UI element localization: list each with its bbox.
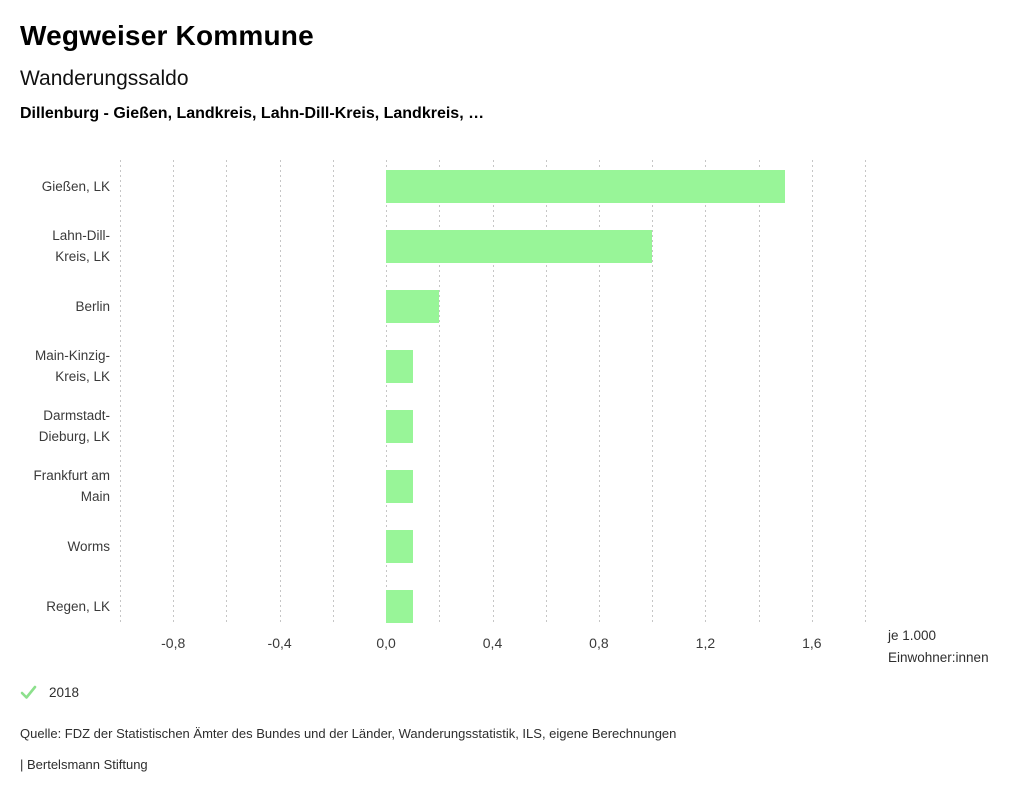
bar-gießen-lk[interactable]	[386, 169, 786, 203]
gridline	[226, 160, 228, 625]
source-text: Quelle: FDZ der Statistischen Ämter des …	[20, 726, 677, 741]
gridline	[120, 160, 121, 625]
y-axis-label: Frankfurt am Main	[33, 468, 110, 504]
plot-area	[120, 160, 866, 625]
x-tick-label: 0,0	[376, 635, 396, 651]
y-axis-label: Gießen, LK	[41, 178, 110, 194]
check-icon	[20, 685, 37, 699]
app-title: Wegweiser Kommune	[20, 20, 314, 51]
bar-regen-lk[interactable]	[386, 589, 413, 623]
x-tick-label: 1,2	[695, 635, 716, 651]
bar-lahn-dill-kreis-lk[interactable]	[386, 229, 653, 263]
x-tick-label: 0,4	[482, 635, 503, 651]
y-axis-label: Main-Kinzig- Kreis, LK	[34, 348, 110, 384]
bar-berlin[interactable]	[386, 289, 440, 323]
legend-year-2018[interactable]: 2018	[20, 685, 79, 700]
brand-text: | Bertelsmann Stiftung	[20, 757, 148, 772]
y-axis-label: Lahn-Dill- Kreis, LK	[52, 228, 110, 264]
bar-frankfurt-am-main[interactable]	[386, 469, 413, 503]
x-tick-label: 0,8	[589, 635, 609, 651]
gridline	[865, 160, 866, 625]
legend-year-label: 2018	[49, 685, 80, 700]
bar-darmstadt-dieburg-lk[interactable]	[386, 409, 413, 443]
comparison-subtitle: Dillenburg - Gießen, Landkreis, Lahn-Dil…	[20, 105, 485, 122]
gridline	[173, 160, 175, 625]
gridline	[811, 160, 813, 625]
page-title: Wanderungssaldo	[20, 67, 189, 90]
axis-unit-line-1: je 1.000	[888, 628, 937, 643]
y-axis-label: Darmstadt- Dieburg, LK	[38, 408, 110, 444]
axis-unit-line-2: Einwohner:innen	[888, 649, 989, 665]
gridline	[279, 160, 281, 625]
x-tick-label: -0,4	[267, 635, 292, 651]
axis-unit-label: je 1.000 Einwohner:innen	[888, 625, 989, 668]
x-tick-label: -0,8	[161, 635, 186, 651]
gridline	[705, 160, 707, 625]
y-axis-label: Berlin	[75, 298, 110, 314]
x-tick-label: 1,6	[802, 635, 822, 651]
y-axis-label: Regen, LK	[46, 598, 110, 614]
gridline	[758, 160, 760, 625]
gridline	[332, 160, 334, 625]
bar-worms[interactable]	[386, 529, 413, 563]
bar-main-kinzig-kreis-lk[interactable]	[386, 349, 413, 383]
y-axis-label: Worms	[67, 538, 111, 554]
gridline	[652, 160, 654, 625]
